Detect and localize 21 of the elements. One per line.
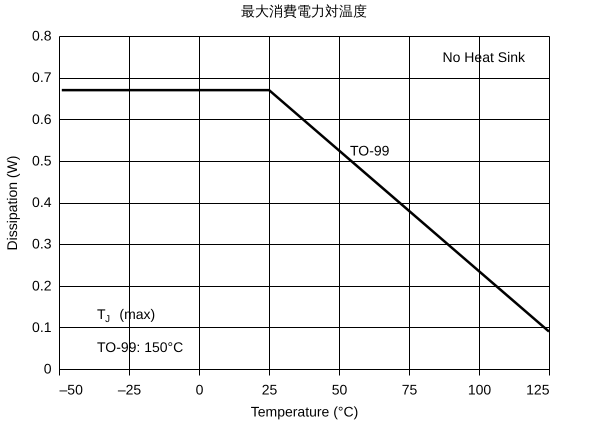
- x-tick-label: 0: [196, 382, 204, 398]
- y-tick-label: 0.1: [32, 318, 52, 335]
- y-tick-label: 0.3: [32, 236, 52, 252]
- x-tick-label: 125: [526, 382, 550, 398]
- chart-title: 最大消費電力対温度: [241, 3, 367, 19]
- x-axis-title: Temperature (°C): [250, 404, 358, 420]
- y-tick-label: 0.5: [32, 152, 52, 168]
- x-tick-label: 75: [402, 382, 418, 398]
- y-tick-label: 0.4: [32, 194, 52, 210]
- y-tick-label: 0.8: [32, 28, 52, 44]
- x-tick-label: –25: [118, 382, 142, 398]
- x-tick-label: 50: [332, 382, 348, 398]
- y-tick-label: 0.6: [32, 110, 52, 127]
- x-tick-label: 100: [468, 382, 492, 398]
- x-tick-label: –50: [60, 382, 84, 398]
- x-tick-label: 25: [262, 382, 278, 398]
- y-axis-title: Dissipation (W): [4, 156, 20, 250]
- y-tick-label: 0.7: [32, 69, 52, 86]
- series-label: TO-99: [350, 142, 390, 159]
- y-tick-label: 0: [44, 360, 52, 376]
- y-tick-label: 0.2: [32, 277, 52, 294]
